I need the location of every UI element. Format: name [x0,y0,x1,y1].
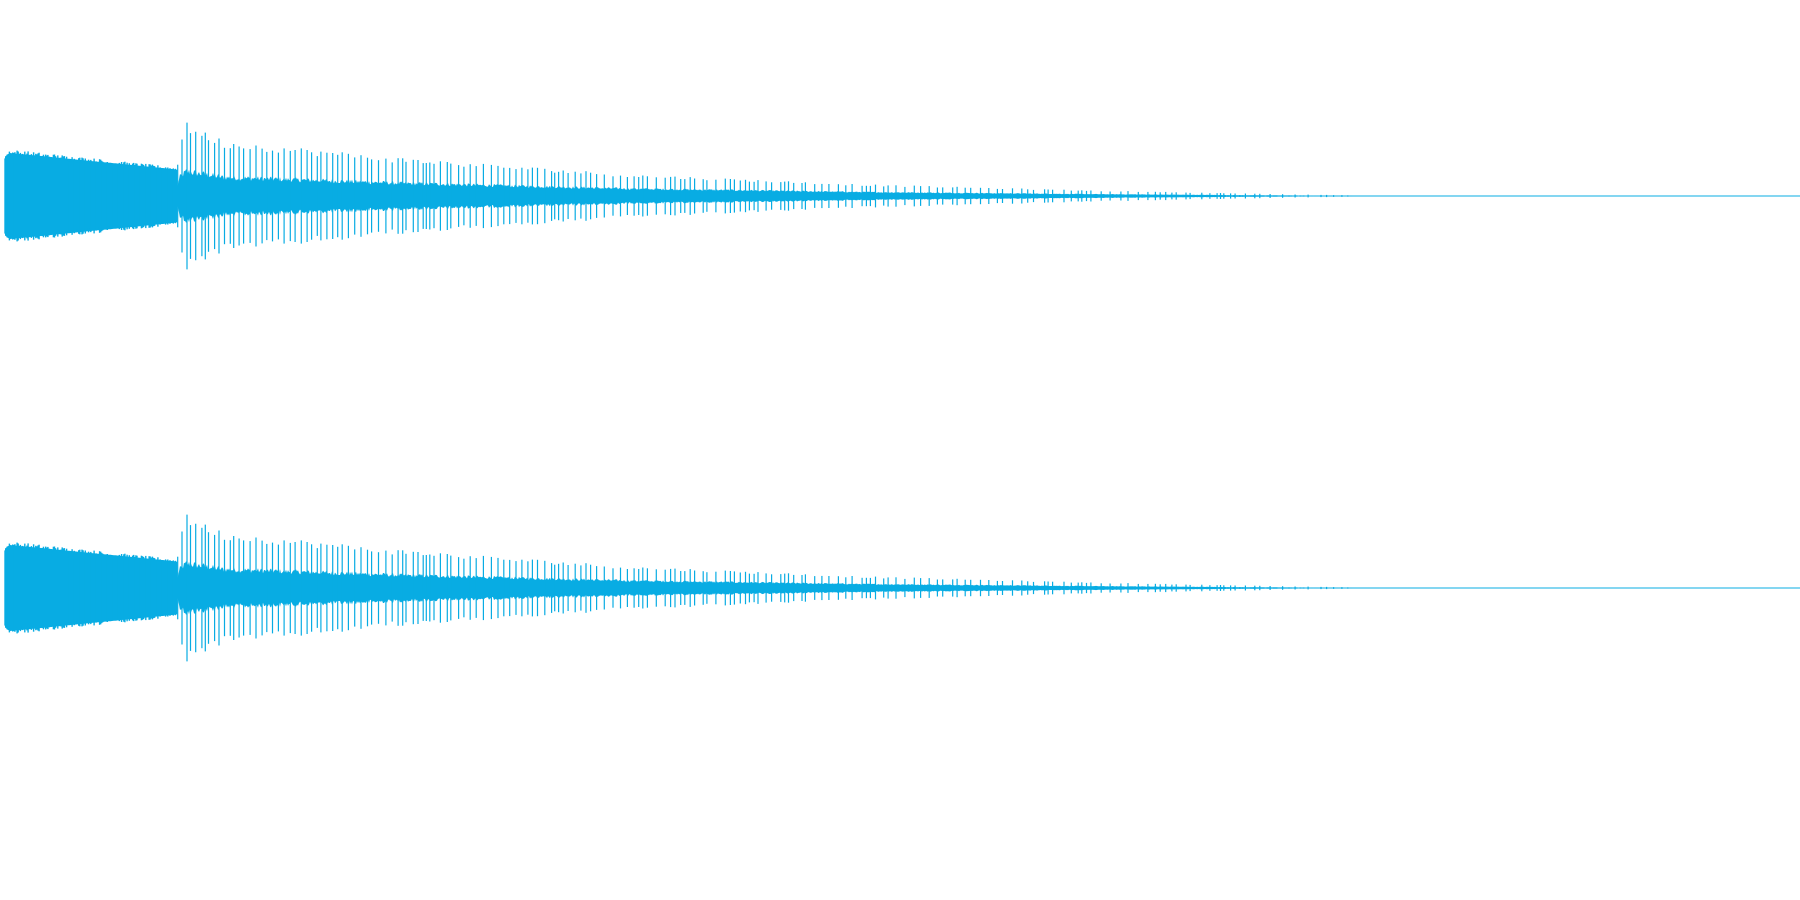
waveform-channel-2 [4,514,1800,662]
waveform-body [5,545,1352,631]
waveform-body [5,153,1352,239]
waveform-channel-1 [4,122,1800,270]
